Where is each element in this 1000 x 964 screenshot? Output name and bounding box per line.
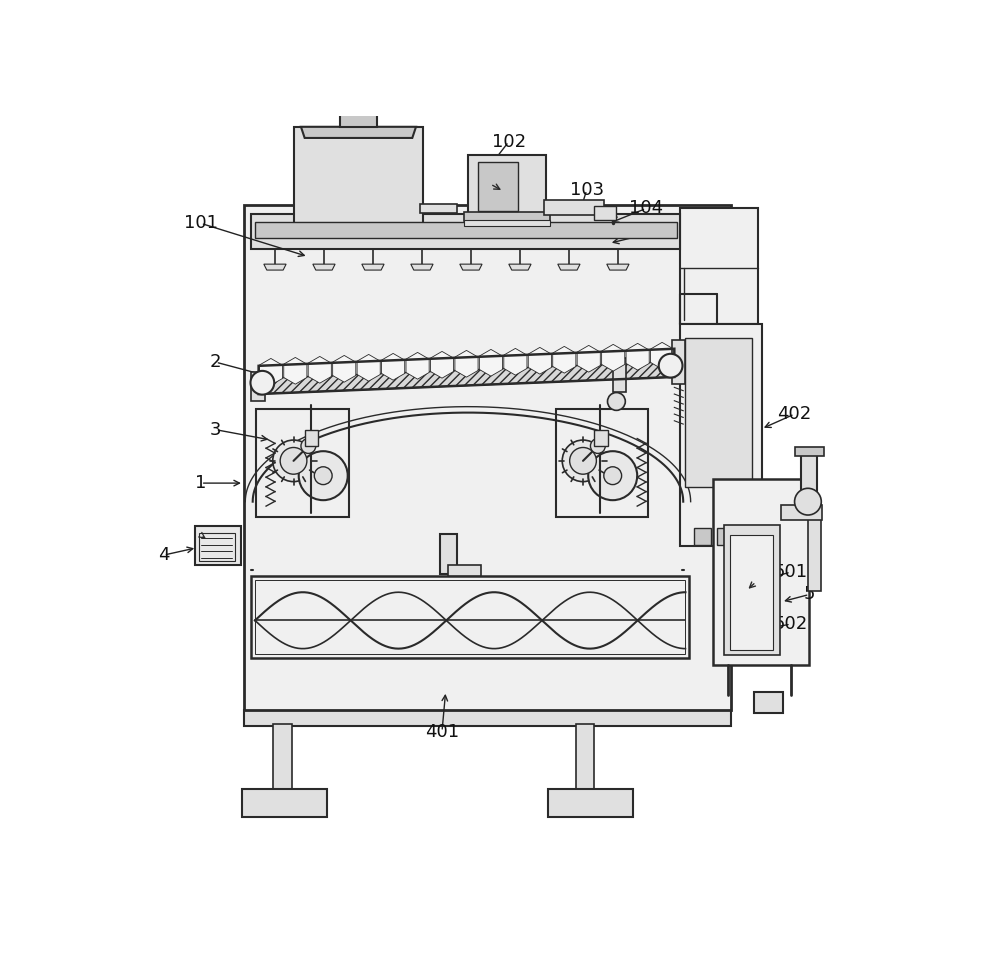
Bar	[273, 724, 292, 791]
Bar	[594, 206, 616, 220]
Circle shape	[301, 439, 316, 453]
Polygon shape	[264, 264, 286, 270]
Polygon shape	[558, 264, 580, 270]
Text: 102: 102	[492, 133, 526, 150]
Text: 402: 402	[777, 405, 812, 423]
Bar	[713, 479, 809, 665]
Text: 501: 501	[774, 563, 808, 581]
Text: 502: 502	[774, 615, 808, 633]
Circle shape	[299, 451, 348, 500]
Polygon shape	[509, 264, 531, 270]
Circle shape	[562, 440, 604, 482]
Bar	[548, 789, 633, 817]
Circle shape	[608, 392, 625, 411]
Text: 4: 4	[158, 547, 169, 564]
Bar	[305, 430, 318, 446]
Bar	[255, 579, 685, 654]
Circle shape	[604, 467, 622, 485]
Circle shape	[659, 354, 682, 378]
Text: 101: 101	[184, 214, 218, 232]
Bar	[195, 526, 241, 565]
Bar	[717, 528, 734, 545]
Polygon shape	[259, 362, 674, 394]
Polygon shape	[259, 349, 674, 379]
Circle shape	[314, 467, 332, 485]
Text: 401: 401	[425, 723, 459, 740]
Bar	[781, 505, 822, 521]
Bar	[244, 204, 731, 710]
Circle shape	[590, 439, 605, 453]
Text: 5: 5	[804, 585, 815, 603]
Bar	[464, 212, 550, 221]
Bar	[544, 201, 604, 215]
Bar	[754, 692, 783, 713]
Polygon shape	[362, 264, 384, 270]
Bar	[255, 222, 677, 238]
Text: 103: 103	[570, 181, 604, 199]
Bar	[420, 204, 457, 213]
Bar	[801, 453, 817, 501]
Bar	[680, 208, 758, 324]
Bar	[251, 214, 680, 250]
Bar	[730, 535, 773, 650]
Bar	[613, 359, 626, 391]
Bar	[576, 724, 594, 791]
Bar	[808, 501, 821, 591]
Bar	[464, 220, 550, 226]
Bar	[448, 565, 481, 576]
Circle shape	[280, 447, 307, 474]
Text: 104: 104	[629, 200, 663, 218]
Bar	[251, 372, 265, 401]
Bar	[340, 114, 377, 127]
Text: 1: 1	[195, 474, 206, 492]
Circle shape	[250, 371, 274, 394]
Bar	[244, 710, 731, 726]
Bar	[242, 789, 327, 817]
Bar	[468, 155, 546, 218]
Bar	[440, 534, 457, 575]
Bar	[672, 340, 685, 385]
Polygon shape	[313, 264, 335, 270]
Bar	[694, 528, 711, 545]
Polygon shape	[607, 264, 629, 270]
Bar	[556, 409, 648, 517]
Circle shape	[570, 447, 596, 474]
Bar	[256, 409, 349, 517]
Bar	[294, 127, 423, 224]
Bar	[594, 430, 608, 446]
Bar	[199, 533, 235, 561]
Circle shape	[588, 451, 637, 500]
Bar	[795, 446, 824, 456]
Bar	[251, 576, 689, 657]
Polygon shape	[460, 264, 482, 270]
Circle shape	[795, 489, 821, 515]
Text: 2: 2	[210, 353, 221, 371]
Polygon shape	[301, 127, 416, 138]
Circle shape	[273, 440, 314, 482]
Bar	[685, 338, 752, 487]
Text: 3: 3	[210, 420, 221, 439]
Bar	[680, 324, 762, 547]
Bar	[478, 163, 518, 211]
Bar	[724, 525, 780, 656]
Text: 105: 105	[644, 222, 678, 240]
Polygon shape	[411, 264, 433, 270]
